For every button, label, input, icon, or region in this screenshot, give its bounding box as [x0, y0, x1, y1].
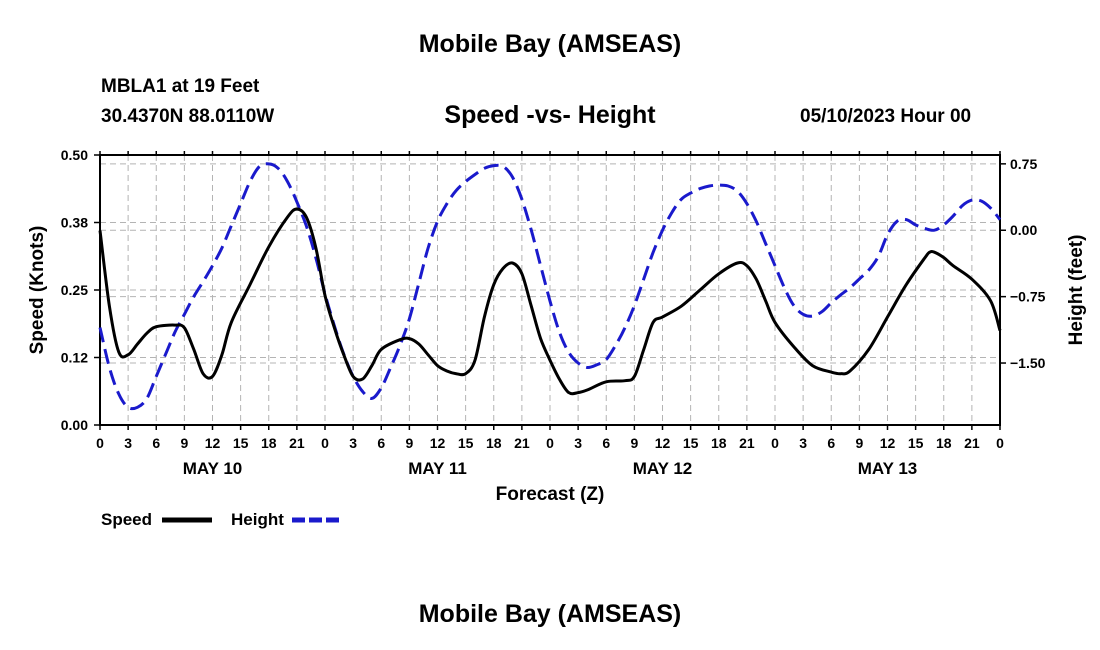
y-right-tick-label: −1.50	[1010, 355, 1046, 371]
forecast-date: 05/10/2023 Hour 00	[800, 106, 972, 127]
y-axis-left-label: Speed (Knots)	[27, 226, 48, 355]
x-tick-label: 3	[349, 435, 357, 451]
x-axis-label: Forecast (Z)	[496, 484, 605, 505]
legend: Speed Height	[101, 510, 342, 529]
x-tick-label: 15	[908, 435, 924, 451]
x-tick-label: 21	[514, 435, 530, 451]
x-day-label: MAY 10	[183, 459, 243, 478]
page-title: Mobile Bay (AMSEAS)	[418, 30, 682, 58]
y-axis-right-label: Height (feet)	[1066, 235, 1087, 346]
x-tick-label: 21	[739, 435, 755, 451]
x-tick-label: 12	[880, 435, 896, 451]
x-tick-label: 0	[996, 435, 1004, 451]
series-line-speed	[98, 207, 1002, 396]
x-tick-label: 21	[964, 435, 980, 451]
x-tick-label: 15	[458, 435, 474, 451]
x-day-label: MAY 11	[408, 459, 467, 478]
x-tick-label: 15	[683, 435, 699, 451]
x-tick-label: 6	[377, 435, 385, 451]
x-tick-label: 6	[602, 435, 610, 451]
station-coordinates: 30.4370N 88.0110W	[101, 106, 275, 127]
y-right-tick-label: 0.75	[1010, 156, 1037, 172]
x-tick-label: 15	[233, 435, 249, 451]
legend-label-height: Height	[231, 510, 284, 529]
series-line-height	[98, 162, 1002, 411]
x-tick-label: 12	[205, 435, 221, 451]
x-tick-label: 3	[124, 435, 132, 451]
y-right-tick-label: 0.00	[1010, 222, 1037, 238]
x-tick-label: 12	[655, 435, 671, 451]
legend-label-speed: Speed	[101, 510, 152, 529]
x-tick-label: 18	[936, 435, 952, 451]
x-day-label: MAY 12	[633, 459, 693, 478]
x-tick-label: 0	[771, 435, 779, 451]
x-tick-label: 3	[574, 435, 582, 451]
x-tick-label: 18	[261, 435, 277, 451]
x-tick-label: 9	[405, 435, 413, 451]
y-left-tick-label: 0.00	[61, 417, 88, 433]
y-left-tick-label: 0.12	[61, 350, 88, 366]
chart-title: Speed -vs- Height	[444, 101, 656, 129]
x-tick-label: 0	[321, 435, 329, 451]
x-tick-label: 18	[711, 435, 727, 451]
x-tick-label: 6	[152, 435, 160, 451]
x-tick-label: 9	[630, 435, 638, 451]
x-tick-label: 9	[855, 435, 863, 451]
x-tick-label: 3	[799, 435, 807, 451]
x-tick-label: 0	[546, 435, 554, 451]
page-title-repeat: Mobile Bay (AMSEAS)	[418, 600, 682, 628]
station-label: MBLA1 at 19 Feet	[101, 76, 260, 97]
y-left-tick-label: 0.50	[61, 147, 88, 163]
x-tick-label: 18	[486, 435, 502, 451]
y-left-tick-label: 0.25	[61, 282, 88, 298]
x-day-label: MAY 13	[858, 459, 918, 478]
x-tick-label: 12	[430, 435, 446, 451]
y-right-tick-label: −0.75	[1010, 289, 1046, 305]
x-tick-label: 9	[180, 435, 188, 451]
x-tick-label: 6	[827, 435, 835, 451]
y-left-tick-label: 0.38	[61, 215, 88, 231]
x-tick-label: 0	[96, 435, 104, 451]
x-tick-label: 21	[289, 435, 305, 451]
